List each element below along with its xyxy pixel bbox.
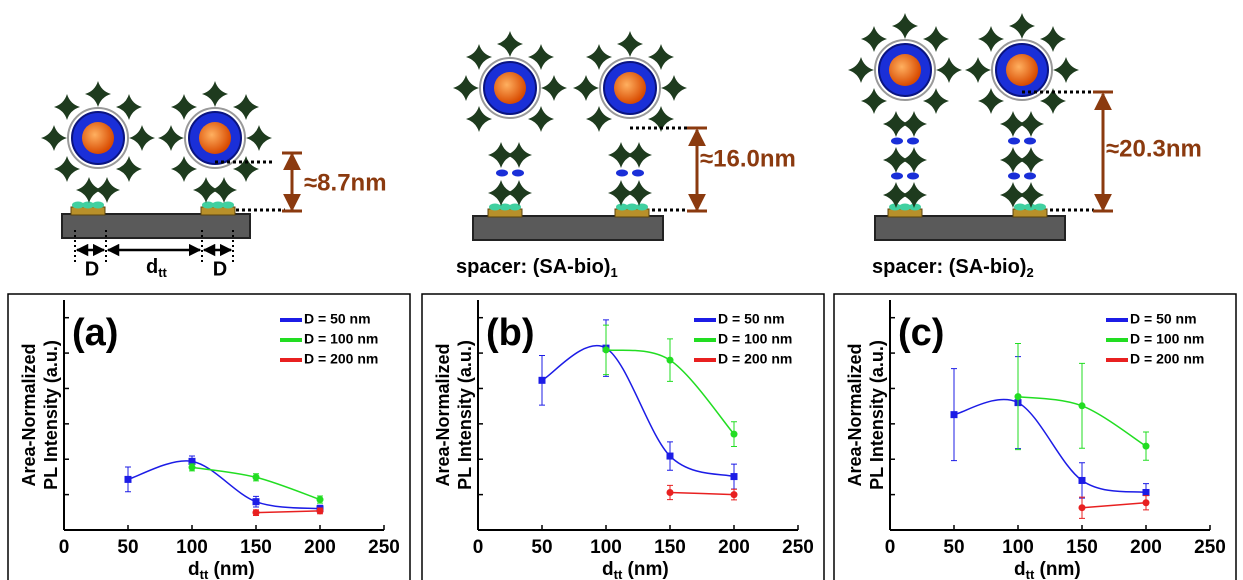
x-axis-label-text: d (602, 559, 614, 580)
data-point (317, 507, 324, 514)
data-point (1143, 443, 1150, 450)
x-axis-label-unit: (nm) (622, 559, 668, 580)
series-line (542, 346, 734, 477)
y-axis-label: PL Intensity (a.u.) (867, 340, 887, 490)
series-line (192, 467, 320, 499)
subscript: 2 (1026, 265, 1033, 280)
x-tick-label: 150 (654, 537, 686, 558)
legend-label: D = 50 nm (304, 311, 371, 327)
data-point (539, 377, 546, 384)
panel-label: (b) (486, 312, 535, 354)
x-tick-label: 50 (531, 537, 552, 558)
legend-label: D = 100 nm (1130, 331, 1204, 347)
x-tick-label: 200 (1130, 537, 1162, 558)
series-line (954, 399, 1146, 492)
spacing-label: dtt (146, 256, 168, 280)
x-tick-label: 200 (304, 537, 336, 558)
page: ≈8.7nm D dtt D ≈16.0nm spacer: (SA-bio)1 (0, 0, 1243, 580)
x-axis-label: dtt (nm) (188, 559, 255, 580)
x-tick-label: 250 (1194, 537, 1226, 558)
legend-label: D = 200 nm (1130, 351, 1204, 367)
caption-text: spacer: (SA-bio) (872, 256, 1026, 278)
data-point (731, 431, 738, 438)
x-tick-label: 100 (590, 537, 622, 558)
legend-label: D = 200 nm (718, 351, 792, 367)
schematic: ≈20.3nm spacer: (SA-bio)2 (848, 13, 1202, 280)
data-point (603, 346, 610, 353)
x-tick-label: 0 (885, 537, 896, 558)
subscript: 1 (610, 265, 617, 280)
y-axis-label: Area-Normalized (433, 343, 453, 486)
data-point (317, 496, 324, 503)
height-label: ≈16.0nm (700, 145, 796, 172)
caption-text: spacer: (SA-bio) (456, 256, 610, 278)
x-tick-label: 50 (943, 537, 964, 558)
series-line (670, 492, 734, 494)
data-point (253, 509, 260, 516)
legend-label: D = 100 nm (304, 331, 378, 347)
height-label: ≈8.7nm (304, 169, 387, 196)
data-point (951, 411, 958, 418)
y-axis-label: Area-Normalized (19, 343, 39, 486)
data-point (667, 489, 674, 496)
series-line (128, 461, 320, 509)
legend-label: D = 50 nm (1130, 311, 1197, 327)
data-point (1143, 499, 1150, 506)
x-axis-label-text: d (1014, 559, 1026, 580)
x-tick-label: 0 (59, 537, 70, 558)
x-tick-label: 0 (473, 537, 484, 558)
schematic: ≈16.0nm spacer: (SA-bio)1 (453, 31, 796, 280)
legend-label: D = 50 nm (718, 311, 785, 327)
legend-label: D = 100 nm (718, 331, 792, 347)
x-axis-label-text: d (188, 559, 200, 580)
x-tick-label: 150 (1066, 537, 1098, 558)
x-tick-label: 250 (782, 537, 814, 558)
data-point (731, 491, 738, 498)
x-tick-label: 100 (176, 537, 208, 558)
data-point (1079, 504, 1086, 511)
caption: spacer: (SA-bio)2 (872, 256, 1034, 280)
caption: spacer: (SA-bio)1 (456, 256, 618, 280)
data-point (667, 453, 674, 460)
subscript: tt (158, 265, 167, 280)
spacing-label: D (85, 258, 99, 280)
panel-label: (a) (72, 312, 118, 354)
spacing-label: D (213, 258, 227, 280)
schematic: ≈8.7nm D dtt D (41, 81, 387, 280)
data-point (1079, 402, 1086, 409)
data-point (1143, 489, 1150, 496)
data-point (1015, 393, 1022, 400)
series-line (256, 511, 320, 513)
x-tick-label: 100 (1002, 537, 1034, 558)
x-tick-label: 150 (240, 537, 272, 558)
height-label: ≈20.3nm (1106, 135, 1202, 162)
x-tick-label: 200 (718, 537, 750, 558)
spacing-label: d (146, 256, 158, 278)
data-point (189, 464, 196, 471)
data-point (667, 357, 674, 364)
data-point (125, 476, 132, 483)
y-axis-label: PL Intensity (a.u.) (41, 340, 61, 490)
y-axis-label: Area-Normalized (845, 343, 865, 486)
data-point (1079, 477, 1086, 484)
x-axis-label-unit: (nm) (1034, 559, 1080, 580)
panel-label: (c) (898, 312, 944, 354)
x-axis-label: dtt (nm) (1014, 559, 1081, 580)
data-point (731, 473, 738, 480)
data-point (253, 474, 260, 481)
legend-label: D = 200 nm (304, 351, 378, 367)
figure: ≈8.7nm D dtt D ≈16.0nm spacer: (SA-bio)1 (0, 0, 1243, 580)
data-point (253, 498, 260, 505)
y-axis-label: PL Intensity (a.u.) (455, 340, 475, 490)
x-tick-label: 250 (368, 537, 400, 558)
x-axis-label-unit: (nm) (208, 559, 254, 580)
series-line (1082, 503, 1146, 508)
x-tick-label: 50 (117, 537, 138, 558)
x-axis-label: dtt (nm) (602, 559, 669, 580)
